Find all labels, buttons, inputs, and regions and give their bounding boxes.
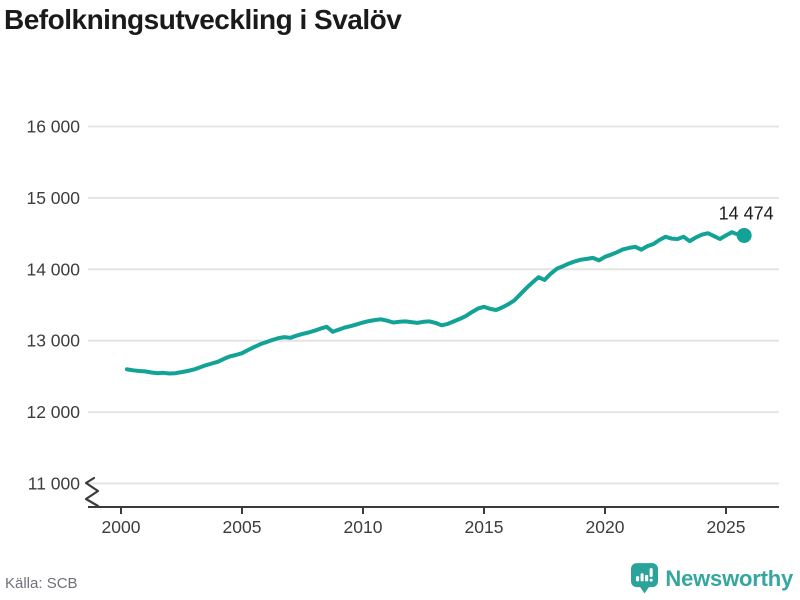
x-axis-tick-label: 2000 <box>102 517 141 537</box>
x-axis-tick-label: 2005 <box>223 517 262 537</box>
newsworthy-bubble-bar-chart-icon <box>631 563 659 594</box>
y-axis-break-icon <box>84 476 100 508</box>
y-axis-tick-label: 13 000 <box>26 331 80 351</box>
end-point-dot <box>736 227 752 243</box>
y-axis-tick-label: 14 000 <box>26 259 80 279</box>
y-axis-tick-label: 16 000 <box>26 117 80 137</box>
source-text: Källa: SCB <box>5 575 78 592</box>
end-value-label: 14 474 <box>719 203 774 223</box>
x-axis-tick-label: 2010 <box>344 517 383 537</box>
newsworthy-logo[interactable]: Newsworthy <box>631 563 793 594</box>
x-axis-tick-label: 2015 <box>465 517 504 537</box>
x-axis-tick-label: 2025 <box>707 517 746 537</box>
population-line-chart: 11 000 12 000 13 000 14 000 15 000 16 000 2000… <box>26 117 779 537</box>
chart-title: Befolkningsutveckling i Svalöv <box>4 4 402 35</box>
y-axis-tick-label: 12 000 <box>26 402 80 422</box>
x-axis-tick-label: 2020 <box>586 517 625 537</box>
population-line <box>125 230 747 376</box>
y-axis-tick-label: 11 000 <box>28 474 80 494</box>
y-axis-tick-label: 15 000 <box>26 188 80 208</box>
newsworthy-wordmark: Newsworthy <box>665 565 793 591</box>
